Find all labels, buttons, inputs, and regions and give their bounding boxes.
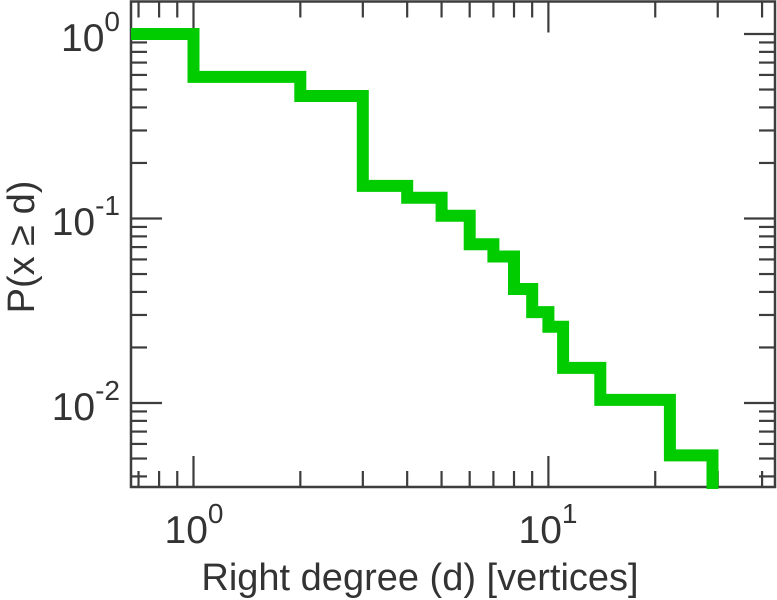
x-tick-label-1e1: 101 <box>519 498 578 552</box>
tick-label-group: 100 10-1 10-2 100 101 <box>52 6 578 552</box>
y-tick-label-1e-2: 10-2 <box>52 375 120 429</box>
x-axis-label: Right degree (d) [vertices] <box>201 557 638 599</box>
y-tick-label-1e-1: 10-1 <box>52 190 120 244</box>
ccdf-series-layer <box>131 28 719 489</box>
axis-ticks <box>131 1 775 487</box>
x-tick-label-1e0: 100 <box>165 498 224 552</box>
y-axis-label: P(x ≥ d) <box>1 181 43 314</box>
plot-border <box>129 0 777 489</box>
ccdf-step-line <box>131 28 719 489</box>
y-tick-label-1e0: 100 <box>61 6 120 60</box>
